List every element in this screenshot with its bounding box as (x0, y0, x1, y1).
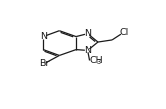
Text: Cl: Cl (119, 28, 128, 37)
Text: N: N (84, 29, 91, 38)
Text: CH: CH (90, 56, 103, 65)
Text: Br: Br (39, 59, 50, 68)
Text: N: N (40, 32, 47, 41)
Text: N: N (84, 46, 91, 55)
Text: 3: 3 (97, 59, 101, 65)
